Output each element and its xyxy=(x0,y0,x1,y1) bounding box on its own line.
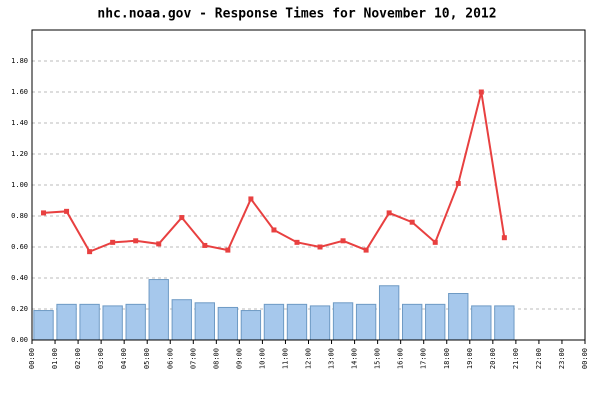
point xyxy=(478,89,484,95)
point xyxy=(340,238,346,244)
x-tick-label: 04:00 xyxy=(120,348,128,369)
y-tick-label: 0.80 xyxy=(11,212,28,220)
bar xyxy=(378,285,400,341)
x-tick-label: 15:00 xyxy=(374,348,382,369)
x-tick-label: 10:00 xyxy=(258,348,266,369)
bar xyxy=(56,303,77,341)
bar xyxy=(263,303,285,341)
y-tick-label: 1.80 xyxy=(11,57,28,65)
point xyxy=(64,208,70,214)
point xyxy=(202,242,208,248)
x-tick-label: 11:00 xyxy=(281,348,289,369)
point xyxy=(271,227,277,233)
bar xyxy=(33,310,54,341)
x-tick-label: 12:00 xyxy=(305,348,313,369)
bar xyxy=(448,293,469,341)
x-tick-label: 08:00 xyxy=(212,348,220,369)
x-tick-label: 19:00 xyxy=(466,348,474,369)
bar xyxy=(217,306,239,341)
x-tick-label: 01:00 xyxy=(51,348,59,369)
point xyxy=(432,239,438,245)
bar xyxy=(148,279,169,341)
y-tick-label: 0.60 xyxy=(11,243,28,251)
point xyxy=(156,241,162,247)
x-tick-label: 03:00 xyxy=(97,348,105,369)
point xyxy=(133,238,139,244)
x-tick-label: 22:00 xyxy=(535,348,543,369)
point xyxy=(455,180,461,186)
y-tick-label: 0.20 xyxy=(11,305,28,313)
bar xyxy=(79,303,100,341)
x-tick-label: 17:00 xyxy=(420,348,428,369)
y-tick-label: 1.40 xyxy=(11,119,28,127)
y-tick-label: 0.00 xyxy=(11,336,28,344)
x-tick-label: 09:00 xyxy=(235,348,243,369)
x-tick-label: 00:00 xyxy=(28,348,36,369)
point xyxy=(317,244,323,250)
point xyxy=(501,235,507,241)
bar xyxy=(194,302,215,341)
x-tick-label: 07:00 xyxy=(189,348,197,369)
x-tick-label: 16:00 xyxy=(397,348,405,369)
x-tick-label: 21:00 xyxy=(512,348,520,369)
point xyxy=(41,210,47,216)
chart-title: nhc.noaa.gov - Response Times for Novemb… xyxy=(97,7,496,22)
x-tick-label: 00:00 xyxy=(581,348,589,369)
bar xyxy=(471,305,492,341)
x-tick-label: 05:00 xyxy=(143,348,151,369)
x-tick-label: 20:00 xyxy=(489,348,497,369)
point xyxy=(110,239,116,245)
bar xyxy=(240,310,262,341)
point xyxy=(294,239,300,245)
bar xyxy=(102,305,123,341)
bar xyxy=(494,305,515,341)
bar xyxy=(332,302,354,341)
x-tick-label: 14:00 xyxy=(351,348,359,369)
point xyxy=(363,247,369,253)
point xyxy=(179,215,185,221)
point xyxy=(225,247,231,253)
bar xyxy=(125,303,146,341)
point xyxy=(248,196,254,202)
y-tick-label: 1.60 xyxy=(11,88,28,96)
x-tick-label: 23:00 xyxy=(558,348,566,369)
y-tick-label: 1.20 xyxy=(11,150,28,158)
x-tick-label: 18:00 xyxy=(443,348,451,369)
point xyxy=(409,219,415,225)
bar xyxy=(425,303,446,341)
bar xyxy=(355,303,377,341)
y-tick-label: 0.40 xyxy=(11,274,28,282)
bar xyxy=(309,305,331,341)
x-tick-label: 06:00 xyxy=(166,348,174,369)
point xyxy=(87,249,93,255)
bar xyxy=(171,299,192,341)
x-tick-label: 13:00 xyxy=(328,348,336,369)
x-tick-label: 02:00 xyxy=(74,348,82,369)
bar xyxy=(402,303,423,341)
bar xyxy=(286,303,308,341)
plot-frame xyxy=(31,29,586,341)
y-tick-label: 1.00 xyxy=(11,181,28,189)
point xyxy=(386,210,392,216)
